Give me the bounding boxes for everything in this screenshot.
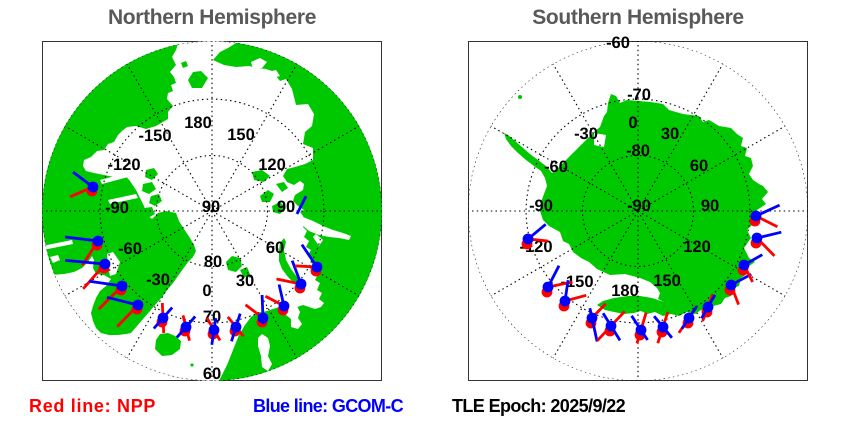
svg-text:-150: -150 [138,127,171,145]
svg-text:-90: -90 [529,197,553,215]
svg-text:120: 120 [258,156,286,174]
svg-text:180: 180 [611,282,639,300]
svg-text:70: 70 [203,308,221,326]
svg-text:150: 150 [227,126,255,144]
svg-text:120: 120 [683,238,711,256]
svg-text:30: 30 [661,125,679,143]
svg-text:-30: -30 [574,125,598,143]
svg-text:150: 150 [653,272,681,290]
svg-text:180: 180 [184,114,212,132]
svg-text:90: 90 [277,198,295,216]
svg-text:-60: -60 [544,158,568,176]
svg-text:-30: -30 [146,271,170,289]
svg-text:-60: -60 [118,240,142,258]
svg-text:30: 30 [236,272,254,290]
svg-text:-120: -120 [107,156,140,174]
svg-text:-90: -90 [105,199,129,217]
svg-text:-150: -150 [560,273,593,291]
svg-text:60: 60 [203,365,221,383]
svg-text:0: 0 [628,114,637,132]
svg-text:80: 80 [204,253,222,271]
svg-text:-90: -90 [627,197,651,215]
svg-text:-70: -70 [627,86,651,104]
svg-text:90: 90 [701,197,719,215]
svg-text:0: 0 [202,282,211,300]
svg-text:60: 60 [690,157,708,175]
svg-text:90: 90 [202,198,220,216]
svg-text:60: 60 [266,239,284,257]
svg-text:-80: -80 [626,142,650,160]
svg-text:-60: -60 [606,34,630,52]
